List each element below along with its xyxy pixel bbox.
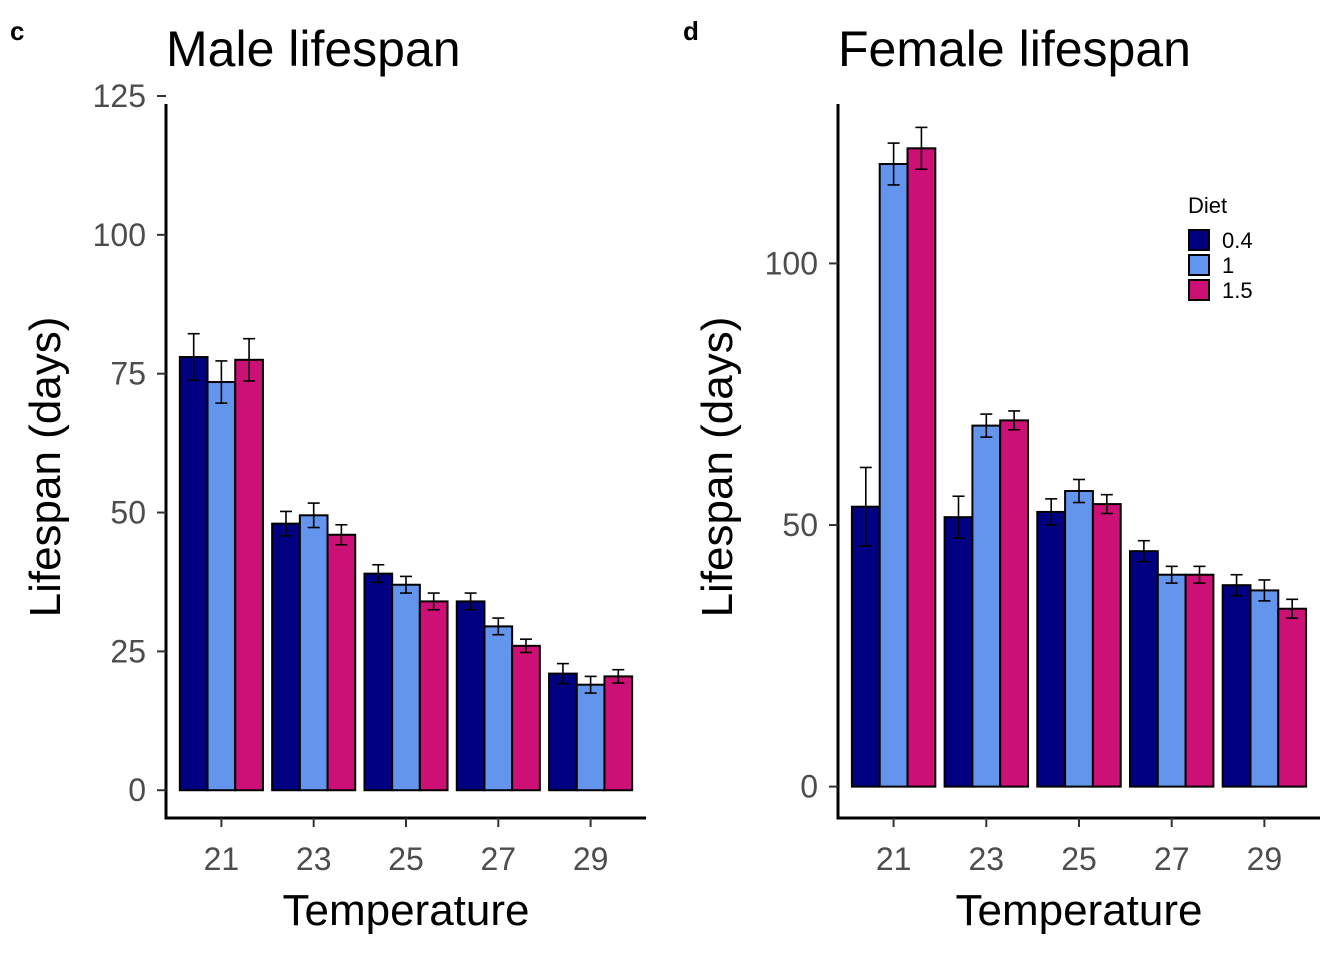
bar (1156, 573, 1187, 788)
bar (511, 644, 541, 792)
bar (391, 583, 421, 792)
bar (1036, 510, 1067, 788)
x-tick-label: 25 (1061, 841, 1097, 877)
male-lifespan-chart: Male lifespan 0 25 50 75 100 125 21 23 25 27 29 Temp… (21, 21, 646, 935)
x-tick-label: 25 (388, 841, 424, 877)
x-tick-label: 23 (969, 841, 1005, 877)
legend-key (1188, 229, 1210, 251)
y-tick-label: 0 (128, 772, 146, 808)
x-tick-label: 21 (876, 841, 912, 877)
x-tick-label: 27 (1154, 841, 1190, 877)
legend: Diet 0.411.5 (1188, 193, 1253, 303)
bar (1249, 589, 1280, 788)
panel-label-c: c (10, 16, 24, 46)
panel-label-d: d (683, 16, 699, 46)
x-tick-label: 29 (573, 841, 609, 877)
bar (418, 600, 449, 792)
bar (548, 672, 578, 792)
x-axis-title: Temperature (955, 886, 1202, 935)
x-tick-label: 29 (1247, 841, 1283, 877)
bar (850, 505, 881, 788)
y-tick-label: 125 (93, 78, 146, 114)
bar (206, 381, 237, 792)
bar (943, 516, 974, 788)
bar (1091, 503, 1122, 788)
bar (1184, 573, 1215, 788)
bar (234, 358, 264, 792)
bar (999, 419, 1030, 788)
chart-title: Female lifespan (838, 21, 1191, 77)
bar (1064, 490, 1094, 788)
legend-title: Diet (1188, 193, 1227, 218)
bar (1128, 550, 1159, 788)
legend-label: 1 (1222, 253, 1234, 278)
x-tick-label: 27 (481, 841, 517, 877)
y-tick-label: 25 (110, 633, 146, 669)
y-axis-title: Lifespan (days) (693, 317, 742, 618)
y-tick-label: 75 (110, 356, 146, 392)
legend-key (1188, 279, 1210, 301)
y-tick-label: 100 (93, 217, 146, 253)
x-tick-label: 23 (296, 841, 332, 877)
bar (971, 424, 1002, 788)
chart-title: Male lifespan (166, 21, 461, 77)
y-tick-label: 50 (110, 495, 146, 531)
legend-key (1188, 254, 1210, 276)
y-tick-label: 100 (765, 245, 818, 281)
x-axis-title: Temperature (282, 886, 529, 935)
bar (603, 675, 634, 792)
legend-label: 0.4 (1222, 228, 1253, 253)
bar (178, 356, 209, 792)
bar (363, 572, 394, 792)
bar (483, 625, 514, 792)
bar (455, 600, 486, 792)
y-tick-label: 0 (800, 769, 818, 805)
bar (906, 147, 937, 788)
bar (575, 683, 606, 792)
bar (878, 163, 909, 788)
female-lifespan-chart: Female lifespan 0 50 100 21 23 25 27 29 Temperatu… (693, 21, 1320, 935)
bar (1221, 584, 1252, 788)
bar (1277, 607, 1308, 788)
y-tick-label: 50 (782, 507, 818, 543)
bar (298, 514, 329, 792)
x-tick-label: 21 (204, 841, 240, 877)
bar (271, 522, 301, 792)
legend-label: 1.5 (1222, 278, 1253, 303)
bar (326, 533, 357, 792)
y-axis-title: Lifespan (days) (21, 317, 70, 618)
